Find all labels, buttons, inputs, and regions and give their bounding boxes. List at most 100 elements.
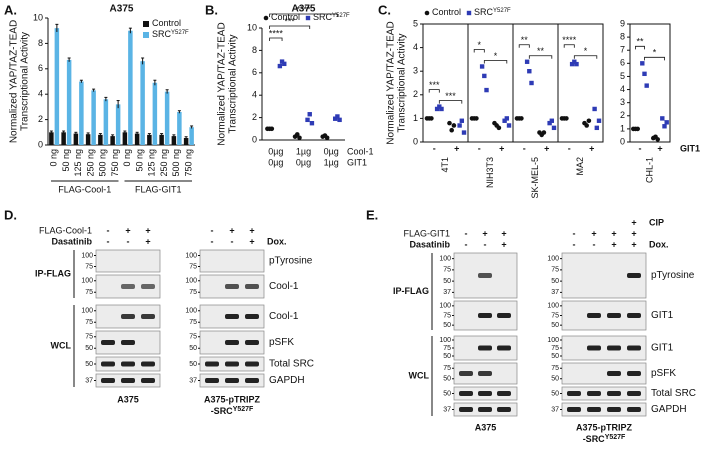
mw-label: 100: [81, 308, 93, 315]
blot-band: [459, 391, 473, 396]
y-tick-label: 0: [252, 134, 257, 144]
y-tick-label: 2: [252, 112, 257, 122]
blot-label: Total SRC: [651, 388, 696, 399]
x-tick-label: 0 ng: [49, 149, 59, 167]
treatment-sign: +: [611, 239, 616, 249]
y-tick-label: 1: [620, 123, 625, 133]
mw-label: 50: [551, 390, 559, 397]
bar: [49, 132, 54, 145]
y-tick-label: 8: [38, 38, 43, 48]
cell-line-base: -SRC: [583, 434, 605, 444]
cell-line-label: A375-pTRIPZ: [576, 422, 633, 432]
significance-label: ****: [269, 28, 284, 38]
legend-label: SRCY527F: [474, 7, 511, 17]
x-axis-label: GIT1: [680, 143, 700, 153]
y-tick-label: 6: [38, 63, 43, 73]
y-tick-label: 6: [252, 67, 257, 77]
y-axis-label: Normalized YAP/TAZ-TEAD: [386, 21, 397, 144]
legend-label-sup: Y527F: [171, 30, 189, 36]
legend-label-base: Control: [152, 18, 181, 28]
blot-strip: [95, 249, 161, 273]
blot-label: pTyrosine: [651, 270, 695, 281]
blot-band: [205, 361, 219, 367]
blot-band: [627, 273, 641, 278]
blot-band: [627, 313, 641, 318]
treatment-sign: +: [249, 236, 254, 246]
blot-band: [497, 345, 511, 351]
bar: [189, 127, 194, 145]
blot-band: [245, 284, 259, 289]
blot-band: [478, 313, 492, 318]
dot: [305, 117, 310, 123]
bar: [115, 104, 121, 145]
bar: [183, 138, 189, 145]
x-tick-label: 750 ng: [183, 149, 193, 177]
treatment-sign: +: [501, 228, 506, 238]
bar: [140, 61, 145, 145]
panel-label: D.: [4, 207, 17, 222]
dot: [282, 61, 287, 67]
mw-label: 50: [551, 376, 559, 383]
mw-label: 50: [443, 322, 451, 329]
x-tick-label: +: [544, 143, 549, 153]
y-axis-label: Normalized YAP/TAZ-TEAD: [9, 20, 20, 143]
cell-line-base: -SRC: [211, 406, 233, 416]
treatment-sign: -: [211, 236, 214, 246]
treatment-sign: -: [573, 228, 576, 238]
blot-band: [587, 407, 601, 412]
cell-line-sup: Y527F: [233, 406, 254, 413]
blot-band: [121, 340, 135, 345]
bar: [85, 134, 91, 145]
dot: [429, 116, 434, 121]
blot-label: GIT1: [651, 310, 674, 321]
mw-label: 100: [81, 278, 93, 285]
treatment-sign: -: [484, 239, 487, 249]
dot: [592, 106, 597, 112]
significance-label: *: [494, 51, 498, 61]
blot-band: [478, 273, 492, 278]
treatment-sign: +: [229, 225, 234, 235]
mw-label: 75: [189, 289, 197, 296]
blot-band: [478, 391, 492, 396]
blot-band: [627, 371, 641, 376]
cell-line-label: A375: [475, 422, 497, 432]
bar: [110, 136, 115, 145]
mw-label: 50: [189, 345, 197, 352]
legend-label-sup: Y527F: [332, 13, 350, 19]
y-axis-label: Transcriptional Activity: [228, 34, 239, 133]
dot: [309, 121, 315, 126]
y-tick-label: 1: [413, 113, 418, 123]
significance-bracket: [644, 56, 665, 61]
x-tick-label: +: [589, 143, 594, 153]
mw-label: 50: [551, 278, 559, 285]
blot-label: Total SRC: [269, 359, 314, 370]
dot: [484, 87, 489, 93]
treatment-sign: -: [127, 236, 130, 246]
bar: [152, 82, 158, 145]
significance-label: *: [584, 46, 588, 56]
mw-label: 75: [551, 365, 559, 372]
y-tick-label: 8: [620, 31, 625, 41]
blot-band: [245, 340, 259, 345]
x-tick-label: 1µg: [324, 157, 339, 167]
dot: [269, 126, 275, 132]
mw-label: 37: [443, 406, 451, 413]
blot-band: [245, 314, 259, 319]
y-tick-label: 0: [413, 136, 418, 146]
blot-band: [245, 378, 259, 383]
mw-label: 50: [551, 322, 559, 329]
y-axis-label: Transcriptional Activity: [397, 33, 408, 132]
dot: [524, 59, 530, 64]
dot: [596, 118, 602, 123]
legend-label-base: SRC: [313, 12, 333, 22]
dot: [482, 73, 487, 79]
x-tick-label: 0 ng: [122, 149, 132, 167]
x-row-label: GIT1: [347, 157, 367, 167]
section-label: IP-FLAG: [393, 286, 429, 296]
blot-band: [101, 340, 115, 345]
dot: [474, 116, 479, 121]
cell-line-label: -SRCY527F: [583, 434, 626, 445]
mw-label: 37: [551, 406, 559, 413]
mw-label: 37: [189, 377, 197, 384]
